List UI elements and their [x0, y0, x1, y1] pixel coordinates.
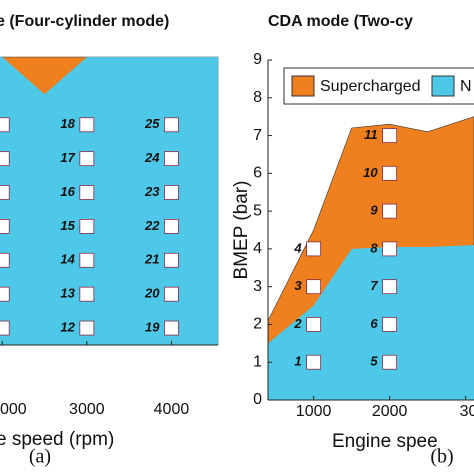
- point: [79, 286, 95, 302]
- point-label: 14: [60, 252, 75, 267]
- point-label: 24: [144, 150, 160, 165]
- point: [306, 317, 322, 332]
- x-tick-label: 1000: [296, 403, 332, 420]
- y-tick-label: 0: [253, 391, 262, 408]
- legend-swatch: [431, 75, 455, 97]
- point: [164, 151, 179, 167]
- point: [0, 219, 10, 234]
- point-label: 3: [294, 278, 302, 293]
- point: [382, 165, 398, 181]
- point: [0, 151, 10, 167]
- x-tick-label: 2000: [372, 403, 408, 420]
- x-axis-label: e speed (rpm): [0, 429, 114, 450]
- point: [164, 185, 179, 200]
- point-label: 20: [144, 286, 160, 301]
- y-tick-label: 5: [253, 202, 262, 219]
- point: [164, 320, 179, 336]
- y-axis-label: BMEP (bar): [231, 181, 252, 280]
- legend-swatch: [291, 75, 315, 97]
- point: [0, 286, 10, 302]
- point: [79, 252, 95, 268]
- point: [79, 117, 95, 133]
- point: [382, 317, 398, 332]
- point-label: 15: [60, 218, 75, 233]
- legend-label: N: [460, 78, 472, 95]
- point: [306, 279, 322, 295]
- legend-label: Supercharged: [320, 78, 421, 95]
- point: [79, 151, 95, 167]
- point-label: 12: [60, 319, 75, 334]
- point: [164, 219, 179, 234]
- y-tick-label: 4: [253, 240, 262, 257]
- point-label: 8: [370, 240, 378, 255]
- point-label: 25: [144, 116, 160, 131]
- point: [79, 185, 95, 200]
- point: [79, 219, 95, 234]
- y-tick-label: 6: [253, 165, 262, 182]
- point: [0, 185, 10, 200]
- panel: 1000 2000 30 0 1 2 3 4 5 6 7 8 9 1 2 3 4 5 6 7 8 9 10 11 Superch…: [231, 13, 474, 468]
- point: [306, 354, 322, 370]
- point: [382, 203, 398, 219]
- x-tick-label: 000: [0, 401, 27, 418]
- point: [164, 117, 179, 133]
- point: [382, 354, 398, 370]
- point: [164, 286, 179, 302]
- point: [79, 320, 95, 336]
- y-tick-label: 2: [253, 316, 262, 333]
- point-label: 23: [144, 184, 160, 199]
- point-label: 11: [364, 127, 378, 142]
- point-label: 6: [370, 316, 378, 331]
- point-label: 22: [144, 218, 160, 233]
- y-tick-label: 8: [253, 89, 262, 106]
- panel-label: (a): [29, 446, 51, 468]
- point-label: 13: [60, 286, 75, 301]
- point: [0, 320, 10, 336]
- point: [382, 241, 398, 257]
- chart-title: e (Four-cylinder mode): [0, 13, 169, 30]
- point-label: 21: [144, 252, 159, 267]
- point: [382, 128, 398, 143]
- chart-title: CDA mode (Two-cy: [268, 13, 413, 30]
- panel-label: (b): [430, 446, 453, 468]
- x-axis-label: Engine spee: [332, 431, 438, 452]
- point-label: 9: [370, 203, 378, 218]
- x-tick-label: 30: [460, 403, 474, 420]
- area: [0, 57, 218, 345]
- y-tick-label: 1: [253, 353, 262, 370]
- panel: 000 3000 4000 12 13 14 15 16 17 18 19 20 21 22 23 24 25 e…: [0, 13, 219, 468]
- point-label: 19: [145, 319, 160, 334]
- y-tick-label: 3: [253, 278, 262, 295]
- point-label: 10: [363, 165, 378, 180]
- point: [382, 279, 398, 295]
- point: [0, 117, 10, 133]
- point-label: 18: [60, 116, 75, 131]
- point-label: 5: [370, 354, 378, 369]
- x-tick-label: 4000: [154, 401, 190, 418]
- point-label: 4: [293, 240, 302, 255]
- point-label: 1: [294, 354, 301, 369]
- y-tick-label: 7: [253, 127, 262, 144]
- point-label: 7: [370, 278, 378, 293]
- point: [0, 252, 10, 268]
- point: [164, 252, 179, 268]
- point-label: 16: [60, 184, 75, 199]
- point-label: 2: [293, 316, 302, 331]
- y-tick-label: 9: [253, 51, 262, 68]
- point: [306, 241, 322, 257]
- x-tick-label: 3000: [69, 401, 105, 418]
- point-label: 17: [60, 150, 75, 165]
